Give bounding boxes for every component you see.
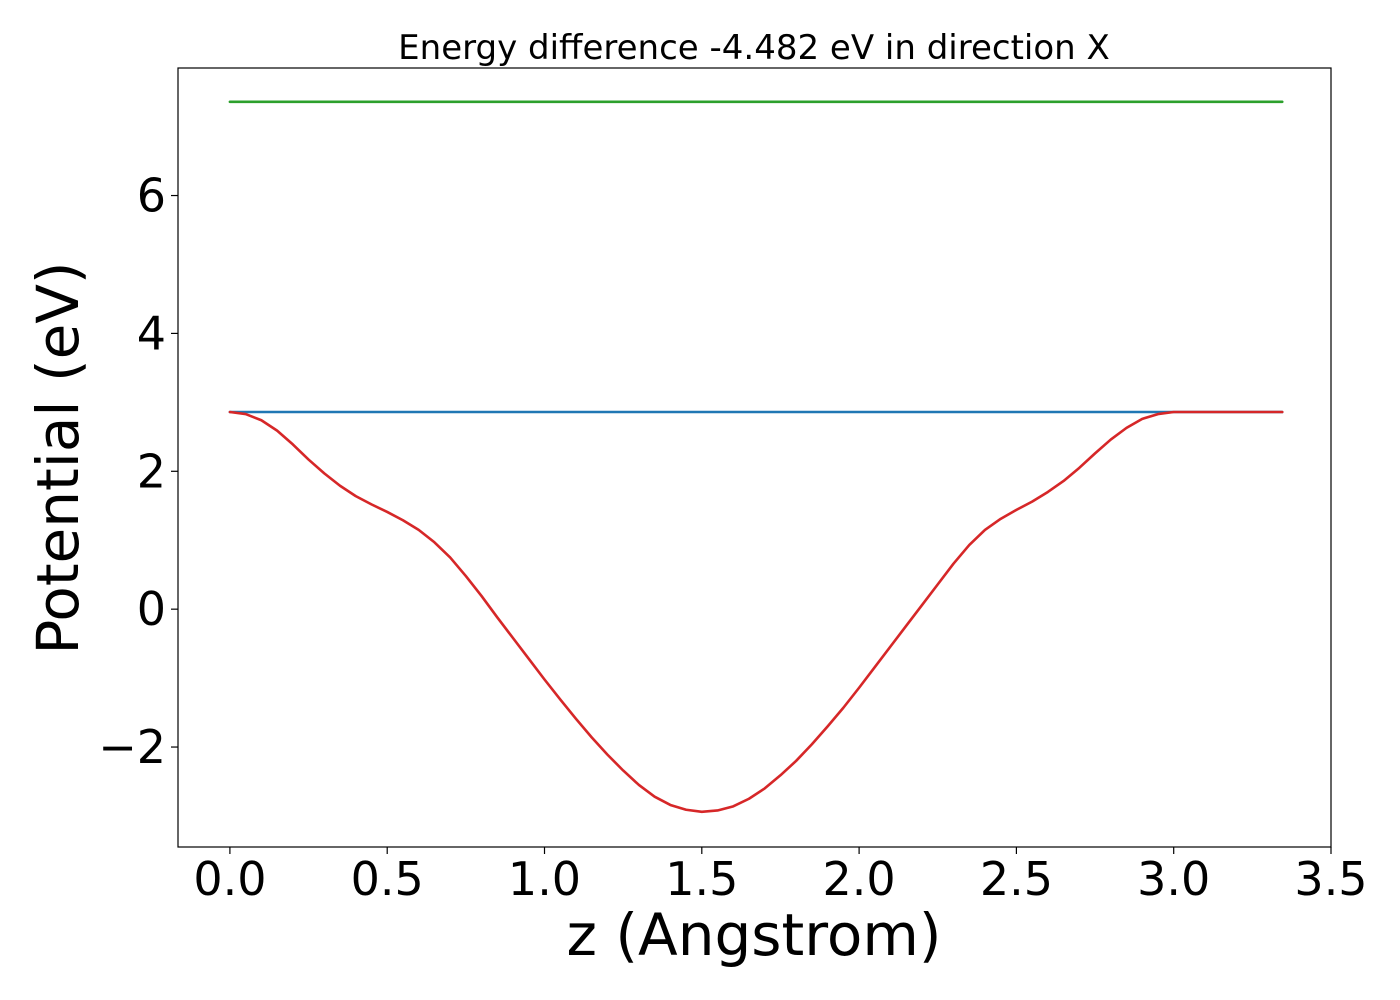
x-axis-label: z (Angstrom)	[567, 901, 942, 969]
y-tick-label: 6	[137, 169, 166, 223]
x-tick-label: 1.5	[665, 852, 738, 906]
x-tick-label: 3.5	[1294, 852, 1367, 906]
y-axis-label: Potential (eV)	[24, 261, 92, 654]
x-tick-label: 2.5	[980, 852, 1053, 906]
y-tick-label: 4	[137, 306, 166, 360]
y-axis: −2 0 2 4 6	[98, 169, 178, 774]
plot-frame	[177, 67, 1332, 848]
y-tick-label: −2	[98, 720, 166, 774]
chart-title: Energy difference -4.482 eV in direction…	[398, 28, 1110, 68]
series-group	[228, 100, 1284, 814]
plot-area	[177, 67, 1332, 848]
x-tick-label: 3.0	[1137, 852, 1210, 906]
x-tick-label: 2.0	[823, 852, 896, 906]
series-line-3	[228, 410, 1284, 814]
x-tick-label: 0.5	[351, 852, 424, 906]
y-tick-label: 2	[137, 444, 166, 498]
y-tick-label: 0	[137, 582, 166, 636]
x-tick-label: 0.0	[193, 852, 266, 906]
x-tick-label: 1.0	[508, 852, 581, 906]
x-axis: 0.0 0.5 1.0 1.5 2.0 2.5 3.0 3.5	[193, 847, 1368, 906]
